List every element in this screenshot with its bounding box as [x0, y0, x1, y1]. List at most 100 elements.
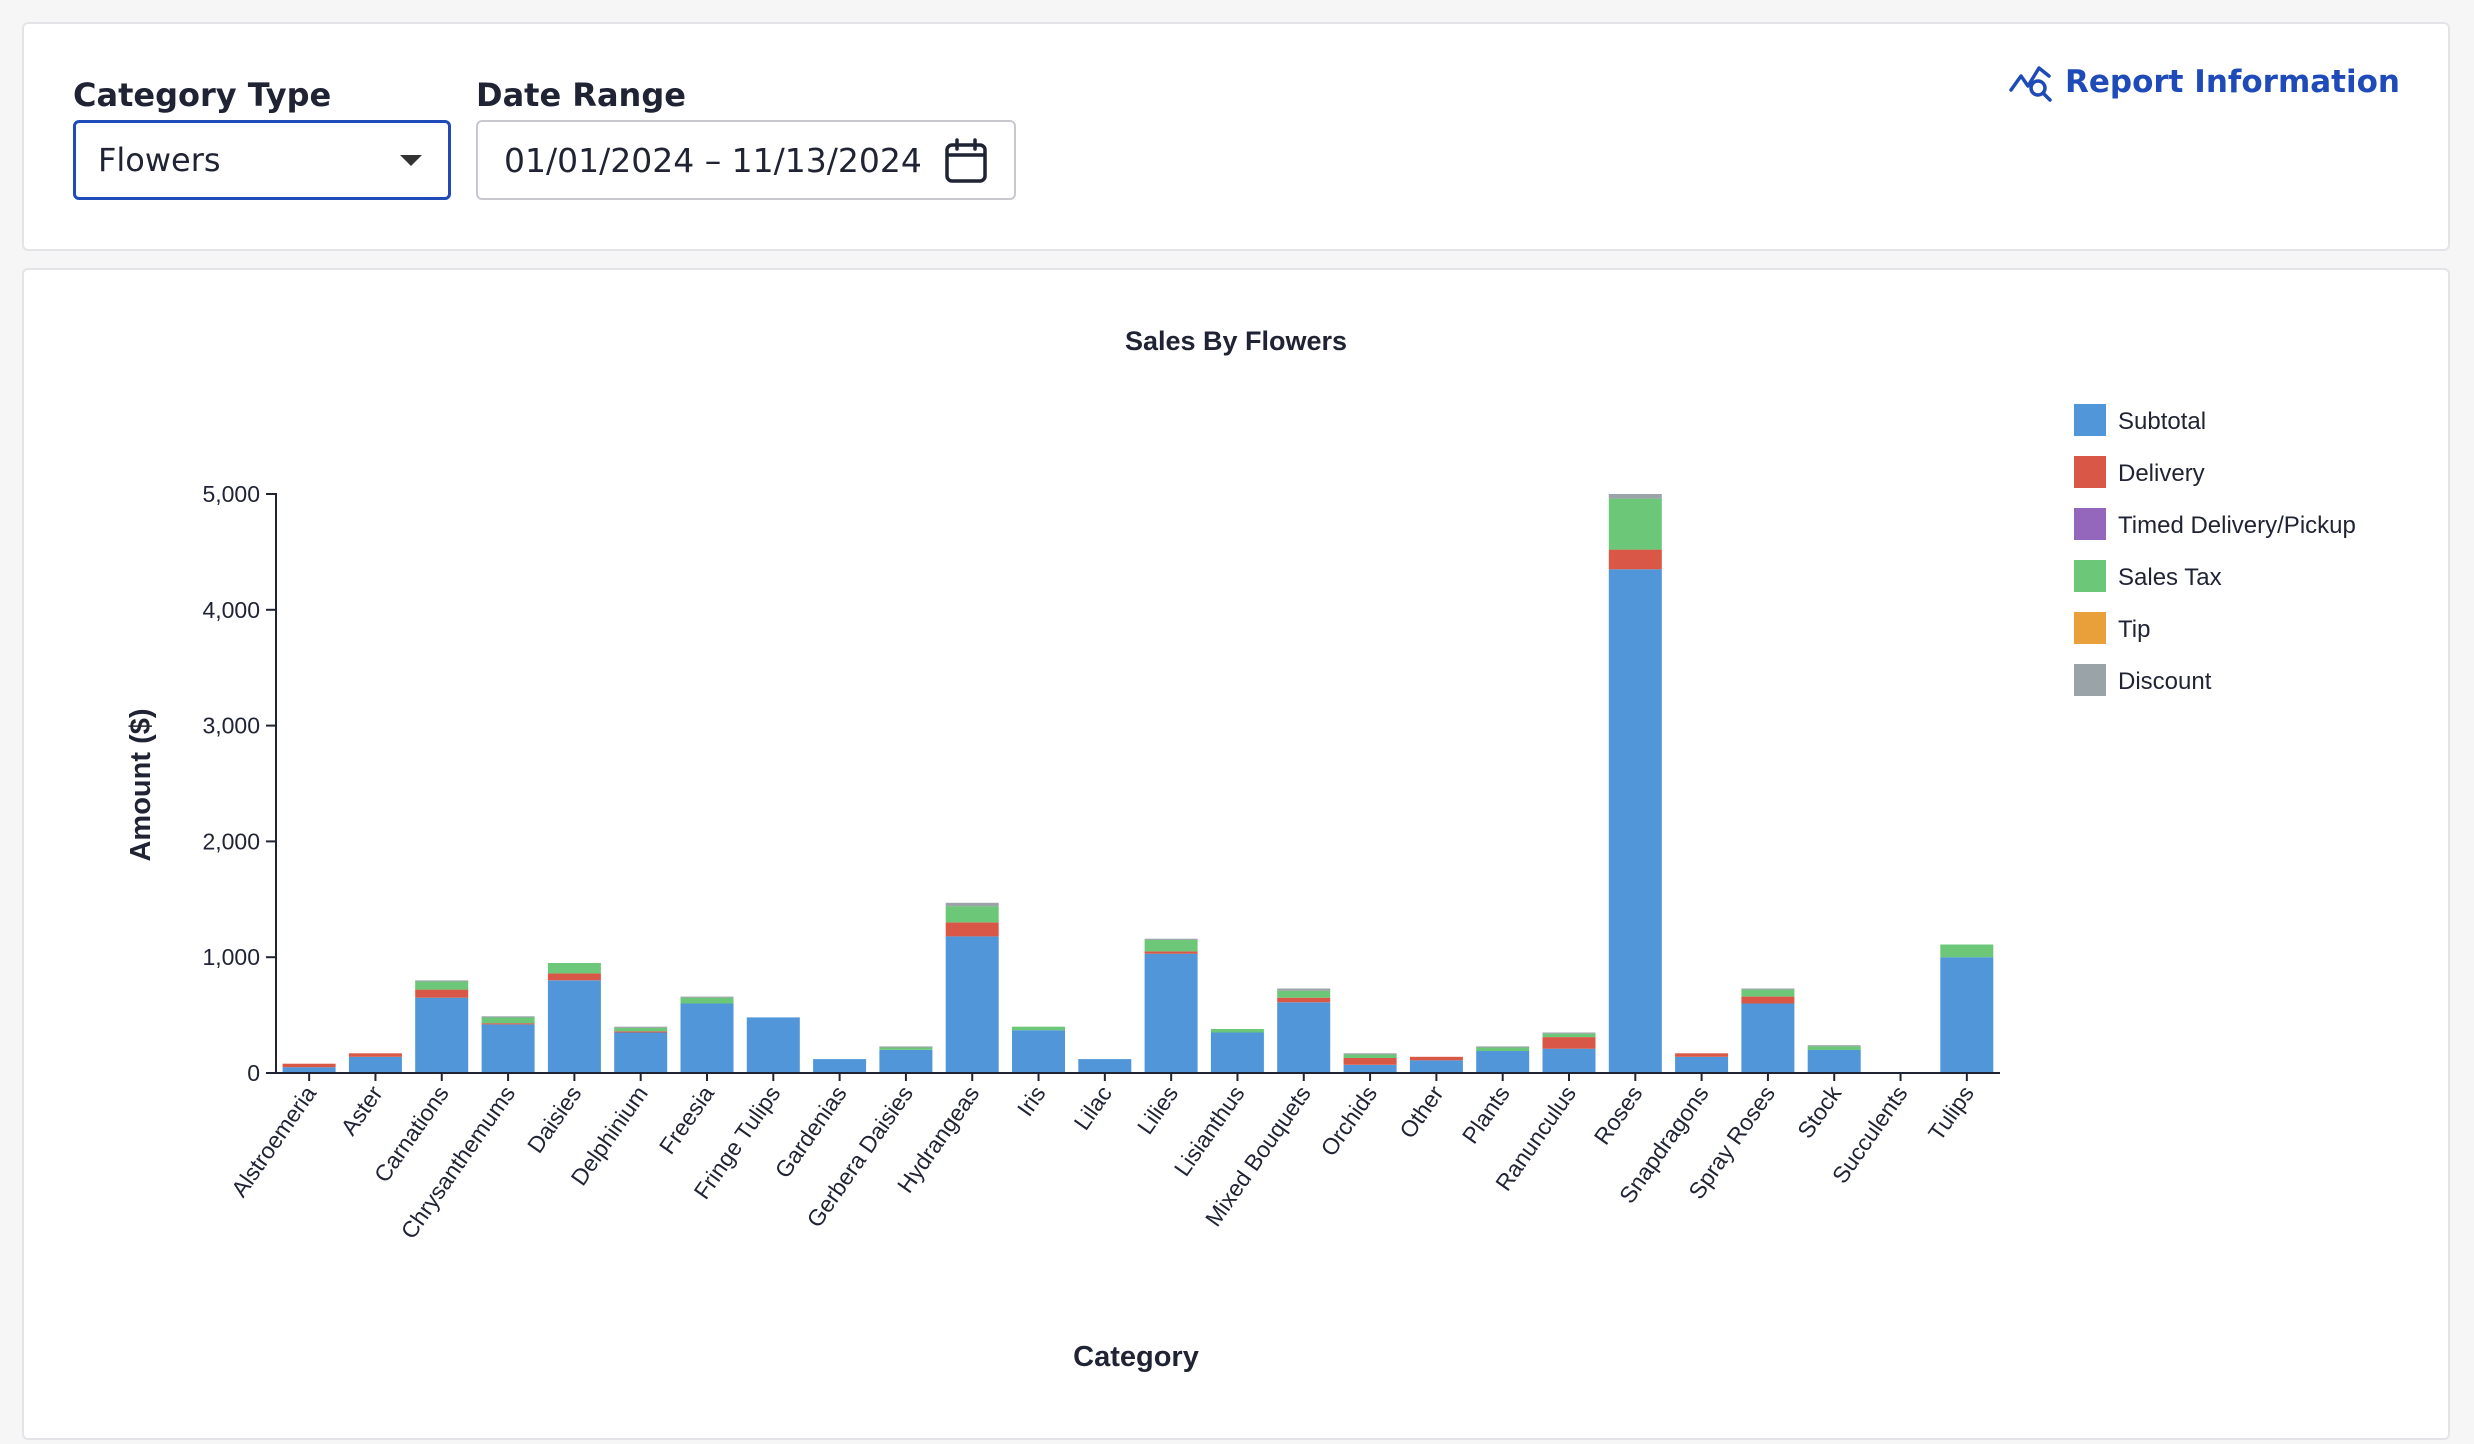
bar-segment-subtotal[interactable] — [1409, 1060, 1463, 1073]
x-tick-label: Freesia — [654, 1081, 719, 1159]
bar-segment-sales-tax[interactable] — [1144, 939, 1198, 952]
bar-segment-subtotal[interactable] — [1343, 1064, 1397, 1073]
bar-segment-discount[interactable] — [1741, 988, 1795, 990]
chart-title: Sales By Flowers — [1125, 326, 1347, 356]
bar-segment-sales-tax[interactable] — [879, 1047, 933, 1050]
bar-segment-delivery[interactable] — [1675, 1053, 1729, 1057]
bar-segment-subtotal[interactable] — [1542, 1048, 1596, 1073]
bar-segment-discount[interactable] — [945, 902, 999, 907]
x-tick-label: Stock — [1792, 1081, 1847, 1143]
bar-segment-sales-tax[interactable] — [945, 906, 999, 923]
bar-segment-subtotal[interactable] — [1078, 1059, 1132, 1073]
bar-segment-delivery[interactable] — [282, 1063, 336, 1068]
bar-segment-sales-tax[interactable] — [1012, 1026, 1065, 1031]
bar-segment-subtotal[interactable] — [813, 1059, 867, 1073]
bar-segment-discount[interactable] — [1807, 1045, 1861, 1047]
bar-segment-sales-tax[interactable] — [680, 997, 734, 1004]
x-tick-label: Tulips — [1923, 1081, 1979, 1145]
bar-segment-sales-tax[interactable] — [1542, 1033, 1596, 1038]
bar-segment-delivery[interactable] — [1608, 549, 1662, 570]
bar-segment-discount[interactable] — [1542, 1032, 1596, 1034]
legend-label[interactable]: Discount — [2118, 668, 2212, 695]
bar-segment-sales-tax[interactable] — [481, 1017, 535, 1024]
bar-segment-discount[interactable] — [614, 1026, 668, 1028]
bar-segment-discount[interactable] — [1277, 988, 1331, 991]
bar-segment-sales-tax[interactable] — [1277, 990, 1331, 998]
bar-segment-sales-tax[interactable] — [415, 981, 469, 990]
bar-segment-subtotal[interactable] — [1741, 1003, 1795, 1074]
report-information-label: Report Information — [2065, 64, 2400, 100]
x-tick-label: Lilac — [1069, 1081, 1117, 1135]
bar-segment-subtotal[interactable] — [680, 1003, 734, 1074]
bar-segment-discount[interactable] — [481, 1016, 535, 1018]
bar-segment-delivery[interactable] — [614, 1031, 668, 1033]
bar-segment-delivery[interactable] — [1343, 1057, 1397, 1065]
bar-segment-discount[interactable] — [415, 980, 469, 982]
bar-segment-subtotal[interactable] — [945, 936, 999, 1073]
bar-segment-subtotal[interactable] — [1807, 1049, 1861, 1073]
x-tick-label: Plants — [1457, 1081, 1515, 1148]
bar-segment-delivery[interactable] — [1741, 996, 1795, 1004]
x-tick-label: Other — [1394, 1081, 1448, 1143]
bar-segment-sales-tax[interactable] — [1343, 1054, 1397, 1059]
sales-chart: 0 1,000 2,000 3,000 4,000 5,000 Alstroemeria As… — [125, 326, 2356, 1373]
bar-segment-subtotal[interactable] — [1608, 569, 1662, 1073]
category-type-select[interactable]: Flowers — [73, 120, 451, 200]
bar-segment-subtotal[interactable] — [282, 1067, 336, 1073]
calendar-icon[interactable] — [944, 138, 988, 184]
bar-segment-subtotal[interactable] — [879, 1049, 933, 1073]
legend-swatch — [2074, 664, 2106, 696]
x-tick-label: Aster — [335, 1081, 387, 1140]
bar-segment-subtotal[interactable] — [1210, 1032, 1264, 1074]
bar-segment-delivery[interactable] — [547, 973, 601, 981]
bar-segment-subtotal[interactable] — [1012, 1030, 1065, 1073]
bar-segment-subtotal[interactable] — [1277, 1002, 1331, 1073]
bar-segment-delivery[interactable] — [1277, 997, 1331, 1003]
legend-label[interactable]: Delivery — [2118, 460, 2205, 487]
bar-segment-subtotal[interactable] — [348, 1056, 402, 1073]
bar-segment-discount[interactable] — [1343, 1053, 1397, 1055]
bar-segment-sales-tax[interactable] — [547, 963, 601, 974]
bar-segment-delivery[interactable] — [945, 922, 999, 937]
bar-segment-delivery[interactable] — [1542, 1037, 1596, 1049]
bar-segment-subtotal[interactable] — [1144, 953, 1198, 1073]
bar-segment-subtotal[interactable] — [614, 1032, 668, 1074]
bar-segment-subtotal[interactable] — [1476, 1051, 1530, 1073]
bar-segment-sales-tax[interactable] — [1741, 989, 1795, 997]
bar-segment-subtotal[interactable] — [415, 997, 469, 1073]
bar-segment-discount[interactable] — [1476, 1046, 1530, 1048]
bar-segment-sales-tax[interactable] — [1807, 1046, 1861, 1050]
category-type-value: Flowers — [98, 141, 221, 179]
bar-segment-discount[interactable] — [879, 1046, 933, 1048]
legend-swatch — [2074, 404, 2106, 436]
y-tick-label: 2,000 — [202, 828, 260, 854]
legend-label[interactable]: Sales Tax — [2118, 564, 2222, 591]
bar-segment-subtotal[interactable] — [481, 1024, 535, 1073]
bar-segment-delivery[interactable] — [1409, 1056, 1463, 1061]
report-information-link[interactable]: Report Information — [2009, 62, 2400, 102]
chart-panel: 0 1,000 2,000 3,000 4,000 5,000 Alstroemeria As… — [22, 268, 2450, 1440]
bar-segment-sales-tax[interactable] — [1940, 944, 1994, 958]
bar-segment-sales-tax[interactable] — [1608, 498, 1662, 550]
bar-segment-sales-tax[interactable] — [1210, 1029, 1264, 1033]
y-tick-label: 5,000 — [202, 481, 260, 507]
axes: 0 1,000 2,000 3,000 4,000 5,000 Alstroemeria As… — [202, 481, 2000, 1244]
bar-segment-subtotal[interactable] — [547, 980, 601, 1073]
bar-segment-delivery[interactable] — [481, 1023, 535, 1025]
bar-segment-discount[interactable] — [1608, 494, 1662, 499]
bar-segment-discount[interactable] — [680, 996, 734, 998]
bar-segment-sales-tax[interactable] — [1476, 1047, 1530, 1052]
bar-segment-delivery[interactable] — [415, 989, 469, 998]
bar-segment-subtotal[interactable] — [1940, 957, 1994, 1073]
bar-segment-discount[interactable] — [1144, 938, 1198, 940]
legend-label[interactable]: Subtotal — [2118, 408, 2206, 435]
bar-segment-delivery[interactable] — [1144, 951, 1198, 954]
legend-label[interactable]: Tip — [2118, 616, 2150, 643]
x-tick-label: Iris — [1012, 1081, 1051, 1121]
legend-label[interactable]: Timed Delivery/Pickup — [2118, 512, 2356, 539]
bar-segment-subtotal[interactable] — [746, 1017, 800, 1073]
date-range-input[interactable]: 01/01/2024 – 11/13/2024 — [476, 120, 1016, 200]
bar-segment-subtotal[interactable] — [1675, 1056, 1729, 1073]
bar-segment-sales-tax[interactable] — [614, 1027, 668, 1032]
bar-segment-delivery[interactable] — [348, 1053, 402, 1057]
